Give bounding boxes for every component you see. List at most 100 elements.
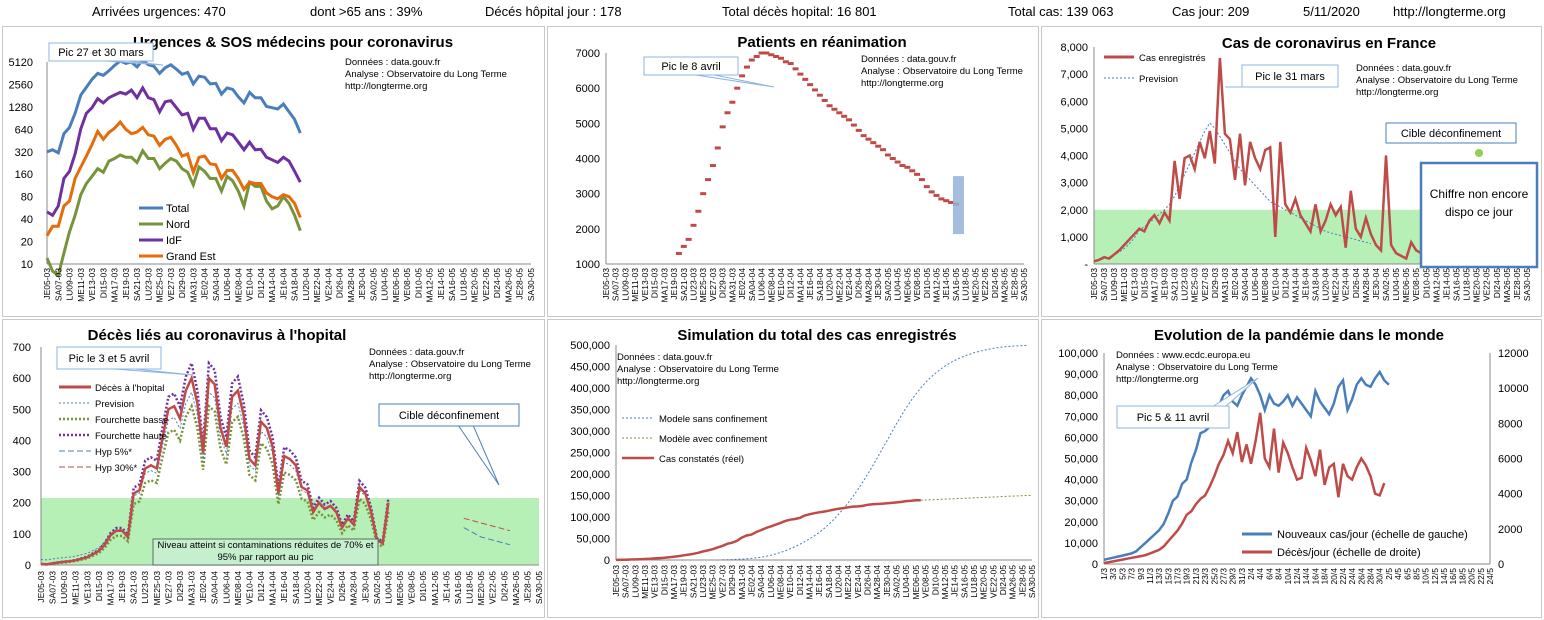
x-tick-label: SA02-05	[1381, 268, 1391, 301]
chart-simulation: Simulation du total des cas enregistrés 0…	[570, 327, 1037, 600]
x-tick-label: VE10-04	[1270, 268, 1280, 301]
x-tick-label: DI12-04	[256, 571, 266, 602]
x-tick-label: DI12-04	[256, 268, 266, 299]
x-tick-label: 18/4	[1320, 568, 1330, 585]
x-tick-label: LU23-03	[688, 268, 698, 301]
x-tick-label: DI29-03	[727, 565, 737, 596]
x-tick-label: 17/3	[1173, 568, 1183, 585]
x-tick-label: ME11-03	[76, 268, 86, 302]
callout-label: Pic le 31 mars	[1255, 71, 1325, 83]
series-line-hyp30	[463, 517, 511, 532]
x-tick-label: JE05-03	[42, 268, 52, 300]
x-tick-label: JE05-03	[1089, 268, 1099, 300]
series-line-fourchette-basse	[40, 402, 390, 566]
x-tick-label: SA18-04	[815, 268, 825, 301]
x-tick-label: DI10-05	[413, 268, 423, 299]
x-tick-label: SA21-03	[1170, 268, 1180, 301]
x-tick-label: LU20-04	[834, 565, 844, 598]
x-tick-label: JE30-04	[1371, 268, 1381, 300]
y-tick-label: 40,000	[1064, 475, 1098, 487]
x-tick-label: VE13-03	[1129, 268, 1139, 301]
x-tick-label: SA02-05	[372, 571, 382, 604]
x-tick-label: VE27-03	[166, 268, 176, 301]
x-tick-label: 4/4	[1255, 568, 1265, 580]
x-tick-label: VE24-04	[844, 268, 854, 301]
x-tick-label: SA30-05	[1019, 268, 1029, 301]
x-tick-label: ME20-05	[979, 565, 989, 600]
x-tick-label: ME08-04	[775, 565, 785, 600]
x-tick-label: MA17-03	[110, 268, 120, 303]
y-tick-label: 7000	[576, 48, 600, 60]
x-tick-label: SA04-04	[1240, 268, 1250, 301]
x-tick-label: LU18-05	[969, 565, 979, 598]
x-tick-label: MA28-04	[346, 268, 356, 303]
x-tick-label: SA16-05	[447, 268, 457, 301]
x-tick-label: ME22-04	[843, 565, 853, 600]
x-tick-label: LU09-03	[1109, 268, 1119, 301]
x-tick-label: DI12-04	[795, 565, 805, 596]
x-tick-label: LU20-04	[825, 268, 835, 301]
band-note-box	[152, 538, 379, 566]
x-tick-label: 18/5	[1457, 568, 1467, 585]
x-tick-label: SA21-03	[132, 268, 142, 301]
x-tick-label: 22/4	[1338, 568, 1348, 585]
x-tick-label: 7/3	[1127, 568, 1137, 580]
x-tick-label: JE16-04	[805, 268, 815, 300]
x-tick-label: JE19-03	[1159, 268, 1169, 300]
y-tick-label: 500	[13, 404, 31, 416]
x-tick-label: MA26-05	[503, 268, 513, 303]
y-tick-label: 0	[1092, 559, 1098, 571]
x-tick-label: JE02-04	[200, 268, 210, 300]
y-tick-label: 0	[604, 555, 610, 567]
callout-label: Pic 27 et 30 mars	[58, 47, 144, 59]
x-tick-label: SA16-05	[951, 268, 961, 301]
x-tick-label: SA16-05	[959, 565, 969, 598]
x-tick-label: 14/5	[1439, 568, 1449, 585]
x-tick-label: LU20-04	[302, 571, 312, 604]
x-tick-label: DI26-04	[335, 268, 345, 299]
x-tick-label: LU04-05	[1391, 268, 1401, 301]
y-tick-label: 2560	[9, 79, 33, 91]
target-label: Cible déconfinement	[399, 410, 499, 422]
y-tick-label: 100,000	[1058, 348, 1098, 360]
x-tick-label: 27/3	[1218, 568, 1228, 585]
y-tick-label: 50,000	[576, 534, 610, 546]
callout-pointer	[114, 368, 194, 376]
chart-deaths-hospital: Décès liés au coronavirus à l'hopital 0 10…	[13, 327, 544, 606]
rotation-handle	[1475, 149, 1483, 157]
legend-label: Nouveaux cas/jour (échelle de gauche)	[1277, 529, 1468, 541]
source-note: http://longterme.org	[1356, 87, 1438, 98]
x-tick-label: DI12-04	[786, 268, 796, 299]
chart-title: Urgences & SOS médecins pour coronavirus	[133, 34, 453, 51]
x-tick-label: MA12-05	[430, 571, 440, 606]
source-note: http://longterme.org	[369, 371, 451, 382]
x-tick-label: LU09-03	[59, 571, 69, 604]
x-tick-label: 16/4	[1310, 568, 1320, 585]
y-tick-label: 50,000	[1064, 454, 1098, 466]
x-tick-label: VE22-05	[481, 268, 491, 301]
legend-label: Fourchette basse	[95, 415, 168, 426]
x-tick-label: ME06-05	[911, 565, 921, 600]
x-tick-label: DI10-05	[418, 571, 428, 602]
x-tick-label: VE24-04	[326, 571, 336, 604]
x-tick-label: LU04-05	[383, 571, 393, 604]
x-tick-label: SA18-04	[291, 571, 301, 604]
legend-label: Prevision	[1139, 74, 1178, 85]
x-tick-label: LU04-05	[893, 268, 903, 301]
y-tick-label: 8,000	[1060, 42, 1088, 54]
x-tick-label: DI26-04	[337, 571, 347, 602]
x-tick-label: MA14-04	[267, 268, 277, 303]
x-tick-label: DI29-03	[175, 571, 185, 602]
source-note: Analyse : Observatoire du Long Terme	[369, 359, 531, 370]
x-tick-label: 28/4	[1366, 568, 1376, 585]
y-tick-label: 6,000	[1060, 96, 1088, 108]
source-note: Données : data.gouv.fr	[345, 57, 440, 68]
y-tick-label: 7,000	[1060, 69, 1088, 81]
y-tick-label: 500,000	[570, 340, 610, 352]
y-tick-label: 2000	[576, 224, 600, 236]
x-tick-label: ME20-05	[970, 268, 980, 303]
x-tick-label: SA07-03	[1099, 268, 1109, 301]
x-tick-label: DI26-04	[863, 565, 873, 596]
x-tick-label: ME11-03	[640, 565, 650, 599]
x-tick-label: VE27-03	[1200, 268, 1210, 301]
